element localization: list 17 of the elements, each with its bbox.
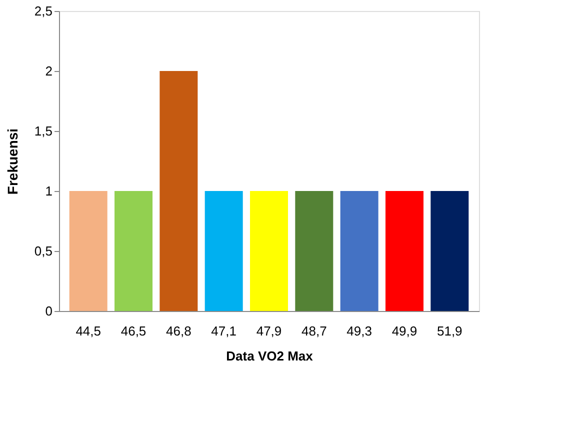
x-tick-label: 47,9 <box>256 324 282 338</box>
y-tick-label: 1,5 <box>34 124 52 138</box>
x-axis-title: Data VO2 Max <box>226 348 314 364</box>
y-tick-label: 1 <box>45 184 52 198</box>
y-tick-label: 0,5 <box>34 244 52 258</box>
x-tick-label: 48,7 <box>302 324 327 338</box>
x-tick-label: 49,3 <box>346 324 372 338</box>
x-tick-label: 49,9 <box>392 324 418 338</box>
y-tick-label: 2 <box>45 64 52 78</box>
x-tick-label: 46,8 <box>166 324 192 338</box>
x-tick-label: 44,5 <box>76 324 102 338</box>
x-tick-label: 51,9 <box>436 324 462 338</box>
y-axis-title: Frekuensi <box>4 128 20 195</box>
x-tick-label: 46,5 <box>120 324 146 338</box>
y-tick-label: 2,5 <box>34 4 52 18</box>
y-tick-label: 0 <box>45 304 52 318</box>
x-tick-label: 47,1 <box>211 324 236 338</box>
